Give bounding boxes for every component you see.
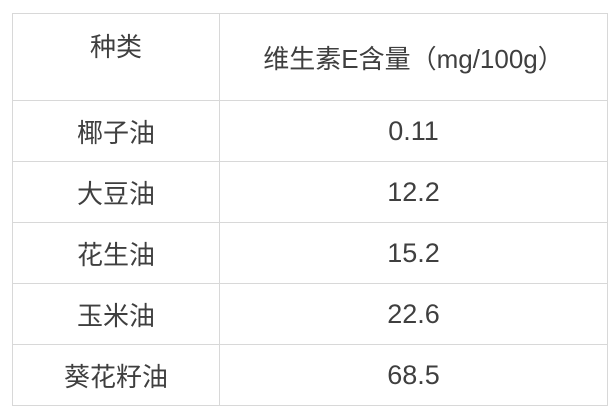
table-row: 花生油 15.2 — [12, 222, 608, 284]
row-type-cell: 葵花籽油 — [12, 344, 220, 406]
row-value-cell: 68.5 — [219, 344, 608, 406]
table-body: 椰子油 0.11 大豆油 12.2 花生油 15.2 玉米油 22.6 葵花籽油… — [12, 100, 608, 406]
row-type-cell: 花生油 — [12, 222, 220, 284]
row-value-cell: 12.2 — [219, 161, 608, 223]
row-type-cell: 大豆油 — [12, 161, 220, 223]
header-cell-type: 种类 — [12, 13, 220, 101]
header-type-label: 种类 — [89, 31, 142, 62]
vitamin-e-table: 种类 维生素E含量（mg/100g） 椰子油 0.11 大豆油 12.2 花生油… — [12, 13, 608, 406]
row-type-cell: 玉米油 — [12, 283, 220, 345]
row-value-cell: 15.2 — [219, 222, 608, 284]
header-value-label: 维生素E含量（mg/100g） — [263, 43, 564, 74]
table-row: 大豆油 12.2 — [12, 161, 608, 223]
table-row: 玉米油 22.6 — [12, 283, 608, 345]
row-value-cell: 22.6 — [219, 283, 608, 345]
header-row: 种类 维生素E含量（mg/100g） — [12, 13, 608, 101]
row-value-cell: 0.11 — [219, 100, 608, 162]
table-header: 种类 维生素E含量（mg/100g） — [12, 13, 608, 101]
header-cell-value: 维生素E含量（mg/100g） — [219, 13, 608, 101]
table-row: 椰子油 0.11 — [12, 100, 608, 162]
table-row: 葵花籽油 68.5 — [12, 344, 608, 406]
row-type-cell: 椰子油 — [12, 100, 220, 162]
